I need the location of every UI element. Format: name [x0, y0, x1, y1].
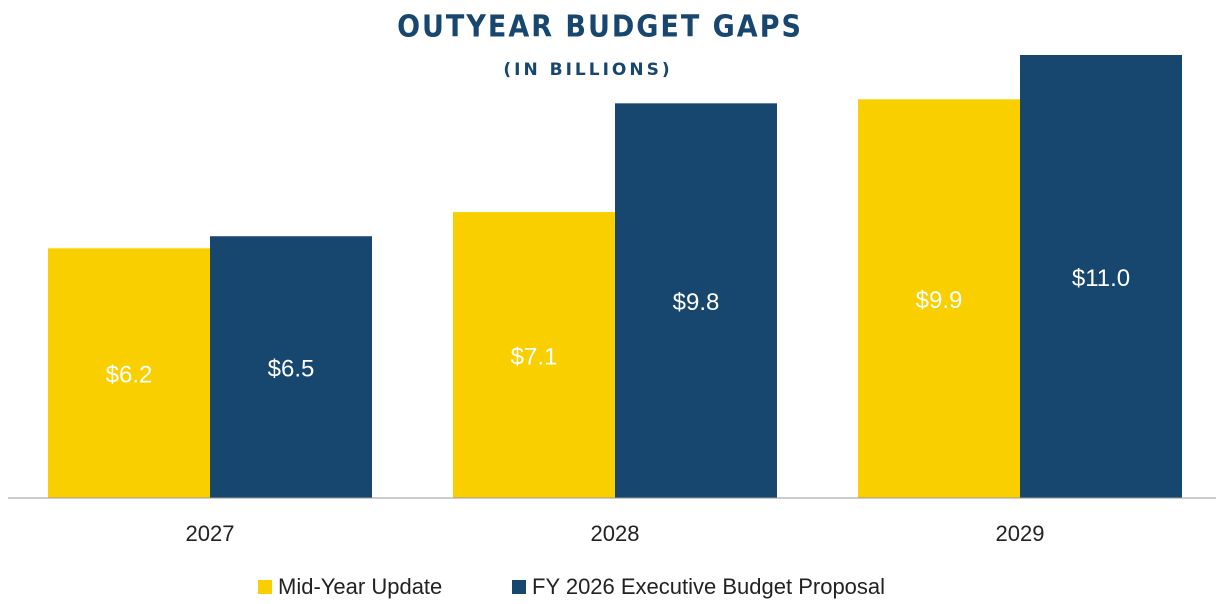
legend-label: FY 2026 Executive Budget Proposal: [532, 574, 885, 599]
bar: [48, 248, 210, 498]
chart-title: OUTYEAR BUDGET GAPS: [397, 10, 803, 45]
bar: [1020, 55, 1182, 498]
value-label: $6.5: [268, 355, 315, 382]
value-label: $9.8: [673, 289, 720, 316]
value-label: $9.9: [916, 287, 963, 314]
value-label: $11.0: [1072, 265, 1130, 292]
legend-swatch: [512, 580, 526, 594]
value-label: $7.1: [511, 343, 558, 370]
value-label: $6.2: [106, 361, 153, 388]
x-tick-label: 2029: [996, 521, 1045, 546]
legend-swatch: [258, 580, 272, 594]
chart-subtitle: (IN BILLIONS): [503, 60, 672, 80]
bar: [858, 99, 1020, 499]
x-tick-label: 2028: [591, 521, 640, 546]
x-tick-label: 2027: [186, 521, 235, 546]
bar: [210, 236, 372, 498]
bar: [453, 212, 615, 498]
bar: [615, 103, 777, 498]
legend-label: Mid-Year Update: [278, 574, 442, 599]
